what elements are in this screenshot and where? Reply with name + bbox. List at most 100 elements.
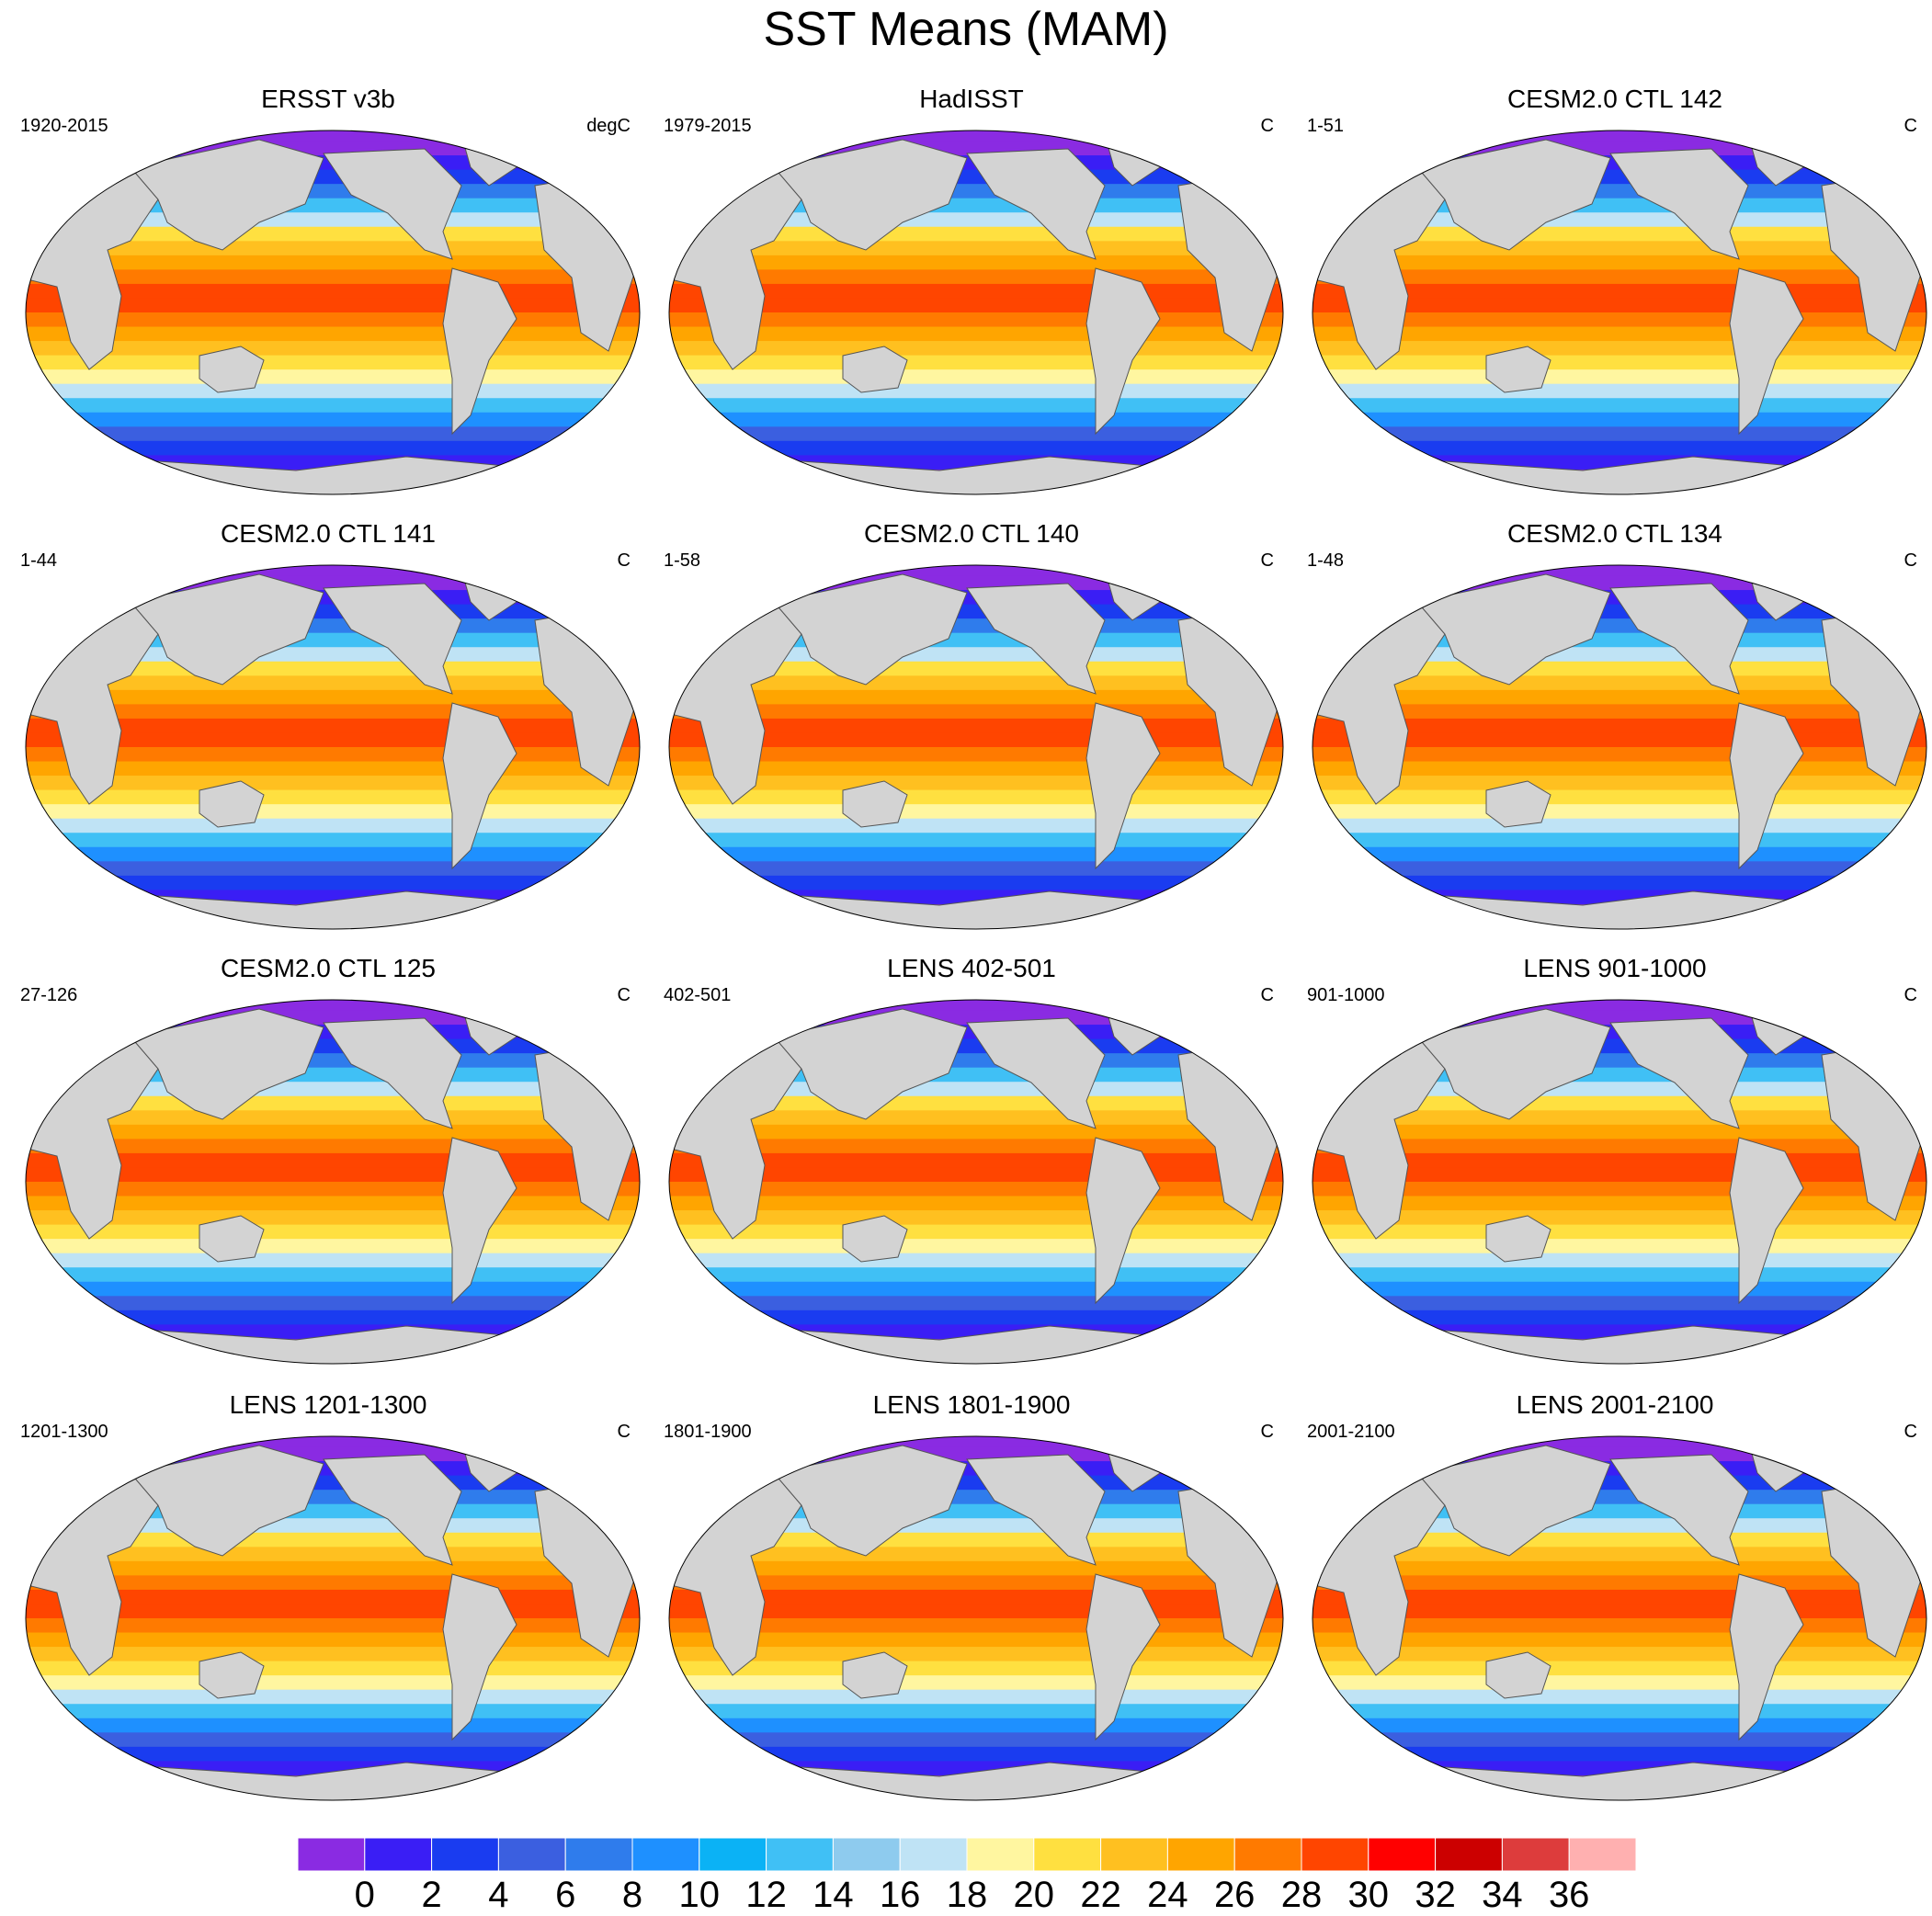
figure-title: SST Means (MAM) (763, 3, 1169, 56)
colorbar-tick-label: 16 (879, 1875, 921, 1915)
colorbar-tick-label: 32 (1415, 1875, 1456, 1915)
colorbar-tick-label: 22 (1080, 1875, 1121, 1915)
colorbar-swatch (1233, 1838, 1302, 1871)
colorbar-tick-label: 2 (421, 1875, 442, 1915)
panel-period: 1-44 (20, 550, 58, 571)
sst-map (668, 999, 1284, 1365)
panel-title: CESM2.0 CTL 125 (221, 954, 436, 982)
panel-units: C (617, 985, 631, 1005)
map-panel: CESM2.0 CTL 125 27-126 C (11, 954, 645, 1386)
colorbar-swatch (364, 1838, 433, 1871)
map-panel: CESM2.0 CTL 134 1-48 C (1298, 519, 1932, 951)
colorbar-tick-label: 28 (1280, 1875, 1323, 1915)
map-panel: HadISST 1979-2015 C (654, 85, 1289, 516)
colorbar-swatch (766, 1838, 834, 1871)
map-panel: CESM2.0 CTL 142 1-51 C (1298, 85, 1932, 516)
sst-map (25, 130, 641, 495)
panel-period: 1979-2015 (664, 116, 752, 136)
colorbar-swatch (1501, 1838, 1570, 1871)
sst-map (668, 130, 1284, 495)
panel-title: LENS 1801-1900 (872, 1390, 1071, 1419)
sst-map (25, 564, 641, 930)
panel-period: 1-51 (1307, 116, 1345, 136)
panel-units: C (1904, 1422, 1917, 1442)
panel-units: C (1260, 985, 1274, 1005)
map-panel: LENS 901-1000 901-1000 C (1298, 954, 1932, 1386)
sst-map (1312, 130, 1927, 495)
panel-title: LENS 2001-2100 (1516, 1390, 1714, 1419)
panel-title: CESM2.0 CTL 134 (1507, 519, 1722, 548)
colorbar (298, 1838, 1636, 1871)
panel-units: C (1904, 116, 1917, 136)
map-panel: CESM2.0 CTL 140 1-58 C (654, 519, 1289, 951)
map-panel: LENS 402-501 402-501 C (654, 954, 1289, 1386)
sst-map (1312, 999, 1927, 1365)
panel-title: LENS 901-1000 (1523, 954, 1707, 982)
map-panel: ERSST v3b 1920-2015 degC (11, 85, 645, 516)
colorbar-swatch (631, 1838, 700, 1871)
map-panel: LENS 1201-1300 1201-1300 C (11, 1390, 645, 1822)
colorbar-swatch (1568, 1838, 1636, 1871)
sst-map (25, 1435, 641, 1801)
colorbar-tick-label: 14 (813, 1875, 854, 1915)
colorbar-swatch (298, 1838, 366, 1871)
colorbar-swatch (431, 1838, 499, 1871)
colorbar-swatch (1100, 1838, 1168, 1871)
sst-map (668, 1435, 1284, 1801)
sst-map (668, 564, 1284, 930)
panel-title: HadISST (919, 85, 1024, 113)
panel-units: C (1904, 985, 1917, 1005)
sst-map (25, 999, 641, 1365)
panel-period: 1920-2015 (20, 116, 108, 136)
colorbar-tick-label: 12 (745, 1875, 787, 1915)
panel-period: 1801-1900 (664, 1422, 752, 1442)
colorbar-tick-label: 4 (488, 1875, 509, 1915)
colorbar-swatch (1033, 1838, 1102, 1871)
panel-period: 1201-1300 (20, 1422, 108, 1442)
panel-title: CESM2.0 CTL 140 (864, 519, 1079, 548)
colorbar-tick-label: 34 (1482, 1875, 1523, 1915)
panel-title: LENS 1201-1300 (229, 1390, 427, 1419)
colorbar-swatch (1301, 1838, 1369, 1871)
panel-units: C (1904, 550, 1917, 571)
panel-period: 901-1000 (1307, 985, 1385, 1005)
colorbar-swatch (832, 1838, 901, 1871)
panel-title: ERSST v3b (261, 85, 395, 113)
panel-period: 2001-2100 (1307, 1422, 1395, 1442)
colorbar-tick-label: 10 (678, 1875, 721, 1915)
panel-units: C (617, 550, 631, 571)
colorbar-tick-label: 18 (946, 1875, 988, 1915)
colorbar-tick-label: 30 (1347, 1875, 1390, 1915)
colorbar-swatch (899, 1838, 968, 1871)
colorbar-swatch (699, 1838, 767, 1871)
panel-title: LENS 402-501 (887, 954, 1056, 982)
panel-units: C (1260, 550, 1274, 571)
panel-title: CESM2.0 CTL 141 (221, 519, 436, 548)
sst-map (1312, 564, 1927, 930)
colorbar-tick-label: 36 (1548, 1875, 1590, 1915)
sst-map (1312, 1435, 1927, 1801)
colorbar-swatch (1435, 1838, 1503, 1871)
map-panel: LENS 2001-2100 2001-2100 C (1298, 1390, 1932, 1822)
panel-units: C (1260, 1422, 1274, 1442)
panel-period: 27-126 (20, 985, 78, 1005)
panel-units: degC (586, 116, 631, 136)
colorbar-swatch (497, 1838, 566, 1871)
colorbar-tick-label: 0 (354, 1875, 375, 1915)
colorbar-swatch (564, 1838, 633, 1871)
map-panel: CESM2.0 CTL 141 1-44 C (11, 519, 645, 951)
panel-units: C (1260, 116, 1274, 136)
colorbar-tick-label: 24 (1147, 1875, 1188, 1915)
colorbar-tick-label: 26 (1213, 1875, 1256, 1915)
panel-units: C (617, 1422, 631, 1442)
panel-period: 1-58 (664, 550, 701, 571)
colorbar-tick-label: 8 (621, 1875, 643, 1915)
map-panel: LENS 1801-1900 1801-1900 C (654, 1390, 1289, 1822)
colorbar-tick-label: 6 (555, 1875, 576, 1915)
colorbar-swatch (1166, 1838, 1235, 1871)
panel-period: 1-48 (1307, 550, 1345, 571)
colorbar-swatch (966, 1838, 1035, 1871)
colorbar-swatch (1368, 1838, 1437, 1871)
colorbar-tick-label: 20 (1013, 1875, 1055, 1915)
panel-period: 402-501 (664, 985, 732, 1005)
